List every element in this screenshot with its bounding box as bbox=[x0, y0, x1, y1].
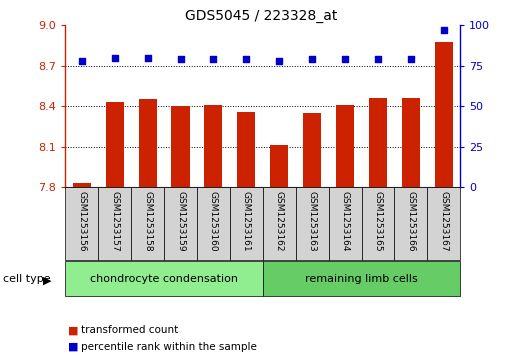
Bar bbox=[73, 183, 91, 187]
Text: ■: ■ bbox=[68, 342, 78, 352]
Point bbox=[341, 56, 349, 62]
Bar bbox=[369, 98, 387, 187]
Point bbox=[308, 56, 316, 62]
Bar bbox=[204, 105, 222, 187]
Text: transformed count: transformed count bbox=[81, 325, 178, 335]
Text: remaining limb cells: remaining limb cells bbox=[305, 274, 418, 284]
Bar bbox=[65, 187, 98, 260]
Bar bbox=[295, 187, 328, 260]
Point bbox=[209, 56, 218, 62]
Point bbox=[143, 55, 152, 61]
Bar bbox=[139, 99, 157, 187]
Text: GSM1253164: GSM1253164 bbox=[340, 191, 349, 251]
Point bbox=[275, 58, 283, 64]
Point bbox=[242, 56, 251, 62]
Bar bbox=[435, 42, 453, 187]
Bar bbox=[394, 187, 427, 260]
Text: ■: ■ bbox=[68, 325, 78, 335]
Bar bbox=[197, 187, 230, 260]
Bar bbox=[131, 187, 164, 260]
Point bbox=[77, 58, 86, 64]
Text: GSM1253165: GSM1253165 bbox=[373, 191, 382, 251]
Bar bbox=[65, 261, 263, 296]
Bar bbox=[263, 187, 295, 260]
Point bbox=[374, 56, 382, 62]
Text: cell type: cell type bbox=[3, 274, 50, 284]
Point bbox=[440, 27, 448, 33]
Text: GDS5045 / 223328_at: GDS5045 / 223328_at bbox=[185, 9, 338, 23]
Bar bbox=[172, 106, 190, 187]
Text: GSM1253166: GSM1253166 bbox=[406, 191, 415, 251]
Bar bbox=[230, 187, 263, 260]
Bar bbox=[303, 113, 321, 187]
Text: GSM1253158: GSM1253158 bbox=[143, 191, 152, 251]
Bar bbox=[164, 187, 197, 260]
Text: percentile rank within the sample: percentile rank within the sample bbox=[81, 342, 257, 352]
Bar bbox=[263, 261, 460, 296]
Text: GSM1253161: GSM1253161 bbox=[242, 191, 251, 251]
Text: GSM1253167: GSM1253167 bbox=[439, 191, 448, 251]
Point bbox=[110, 55, 119, 61]
Text: GSM1253163: GSM1253163 bbox=[308, 191, 316, 251]
Point bbox=[176, 56, 185, 62]
Bar bbox=[106, 102, 124, 187]
Bar bbox=[270, 145, 288, 187]
Text: GSM1253159: GSM1253159 bbox=[176, 191, 185, 251]
Text: ▶: ▶ bbox=[43, 276, 51, 285]
Text: GSM1253156: GSM1253156 bbox=[77, 191, 86, 251]
Bar bbox=[237, 111, 255, 187]
Bar bbox=[98, 187, 131, 260]
Bar bbox=[361, 187, 394, 260]
Bar bbox=[336, 105, 354, 187]
Text: chondrocyte condensation: chondrocyte condensation bbox=[90, 274, 238, 284]
Bar bbox=[427, 187, 460, 260]
Point bbox=[407, 56, 415, 62]
Text: GSM1253162: GSM1253162 bbox=[275, 191, 284, 251]
Bar bbox=[328, 187, 361, 260]
Text: GSM1253157: GSM1253157 bbox=[110, 191, 119, 251]
Text: GSM1253160: GSM1253160 bbox=[209, 191, 218, 251]
Bar bbox=[402, 98, 420, 187]
